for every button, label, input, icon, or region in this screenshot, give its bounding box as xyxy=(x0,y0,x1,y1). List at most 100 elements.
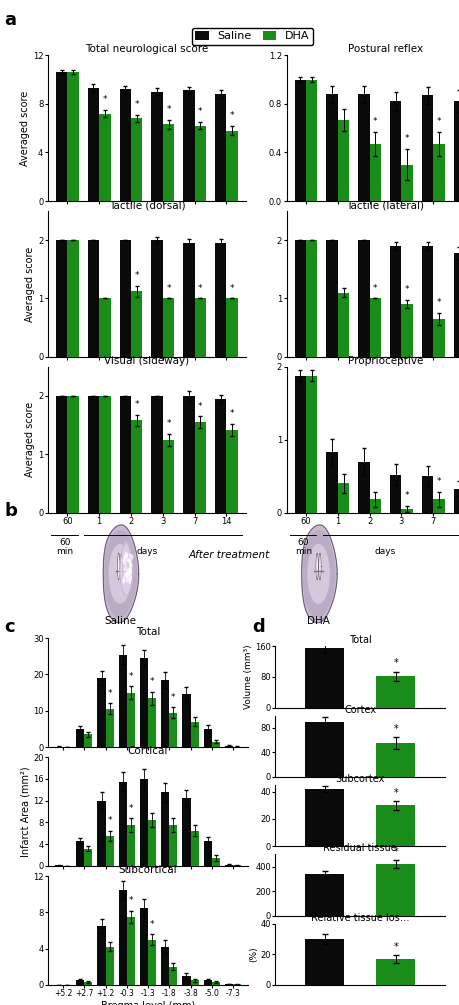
Circle shape xyxy=(125,553,127,558)
Circle shape xyxy=(128,559,129,563)
Title: Subcortex: Subcortex xyxy=(336,774,385,784)
Circle shape xyxy=(125,573,127,577)
Text: *: * xyxy=(405,134,409,143)
Text: *: * xyxy=(393,788,398,798)
Text: *: * xyxy=(405,285,409,294)
Text: *: * xyxy=(405,491,409,500)
Bar xyxy=(422,95,433,201)
Bar xyxy=(182,798,190,866)
Text: *: * xyxy=(171,692,175,701)
Circle shape xyxy=(125,573,126,577)
Bar xyxy=(119,889,127,985)
Bar xyxy=(390,102,402,201)
Bar xyxy=(161,680,169,747)
Legend: Saline, DHA: Saline, DHA xyxy=(192,28,313,45)
Bar xyxy=(306,722,344,777)
Bar xyxy=(151,240,163,357)
Circle shape xyxy=(128,574,129,576)
Text: a: a xyxy=(5,11,17,29)
Bar xyxy=(422,246,433,357)
Bar xyxy=(226,430,238,513)
Bar xyxy=(433,319,445,357)
Y-axis label: Averaged score: Averaged score xyxy=(25,402,35,477)
Bar xyxy=(131,291,142,357)
Circle shape xyxy=(127,570,129,575)
Polygon shape xyxy=(109,545,131,603)
Bar xyxy=(56,396,67,513)
Bar xyxy=(215,94,226,201)
Bar xyxy=(97,801,106,866)
Bar xyxy=(390,474,402,513)
Bar xyxy=(151,396,163,513)
Text: *: * xyxy=(373,283,378,292)
Bar xyxy=(338,483,349,513)
Bar xyxy=(195,126,206,201)
Bar xyxy=(295,79,306,201)
Bar xyxy=(215,243,226,357)
Text: *: * xyxy=(134,99,139,109)
Bar xyxy=(295,376,306,513)
Text: min: min xyxy=(295,547,312,556)
Text: *: * xyxy=(393,724,398,734)
Circle shape xyxy=(130,563,131,567)
Bar xyxy=(369,144,381,201)
Bar xyxy=(140,779,148,866)
Circle shape xyxy=(126,553,128,558)
Circle shape xyxy=(131,555,133,559)
Bar xyxy=(56,72,67,201)
Circle shape xyxy=(127,577,129,581)
Bar xyxy=(225,746,233,747)
Bar xyxy=(76,841,84,866)
Text: days: days xyxy=(375,547,396,556)
Text: DHA: DHA xyxy=(307,616,330,626)
Title: Visual (sideway): Visual (sideway) xyxy=(104,356,190,366)
Circle shape xyxy=(123,579,125,583)
Circle shape xyxy=(129,569,130,573)
Circle shape xyxy=(124,557,126,561)
Circle shape xyxy=(124,562,126,565)
Bar xyxy=(453,102,459,201)
Bar xyxy=(56,240,67,357)
Bar xyxy=(195,298,206,357)
Polygon shape xyxy=(118,553,120,580)
Y-axis label: Volume (mm³): Volume (mm³) xyxy=(244,644,252,710)
Bar xyxy=(204,841,212,866)
Bar xyxy=(183,90,195,201)
Circle shape xyxy=(129,579,130,581)
Text: *: * xyxy=(198,283,202,292)
Bar xyxy=(84,848,92,866)
Circle shape xyxy=(129,569,131,573)
Bar xyxy=(84,735,92,747)
Polygon shape xyxy=(105,531,136,617)
Text: b: b xyxy=(5,501,17,520)
Circle shape xyxy=(129,578,131,584)
Polygon shape xyxy=(308,545,329,603)
Bar xyxy=(131,420,142,513)
Bar xyxy=(338,292,349,357)
Bar xyxy=(376,743,415,777)
Bar xyxy=(148,820,156,866)
Bar xyxy=(99,298,111,357)
Bar xyxy=(182,976,190,985)
Title: Total: Total xyxy=(136,627,160,637)
Bar xyxy=(182,694,190,747)
Text: *: * xyxy=(150,677,154,686)
Bar xyxy=(402,305,413,357)
Bar xyxy=(106,709,114,747)
Text: *: * xyxy=(134,270,139,279)
Text: *: * xyxy=(150,920,154,929)
Circle shape xyxy=(130,554,131,557)
Bar xyxy=(67,240,79,357)
Bar xyxy=(306,939,344,985)
Text: *: * xyxy=(103,95,107,105)
Bar xyxy=(295,240,306,357)
Circle shape xyxy=(123,559,124,563)
Circle shape xyxy=(124,569,125,571)
Bar xyxy=(76,729,84,747)
Text: *: * xyxy=(166,283,171,292)
Bar xyxy=(127,825,135,866)
X-axis label: Bregma level (mm): Bregma level (mm) xyxy=(101,1001,195,1005)
Title: Total neurological score: Total neurological score xyxy=(85,44,208,54)
Text: *: * xyxy=(129,671,133,680)
Text: days: days xyxy=(136,547,157,556)
